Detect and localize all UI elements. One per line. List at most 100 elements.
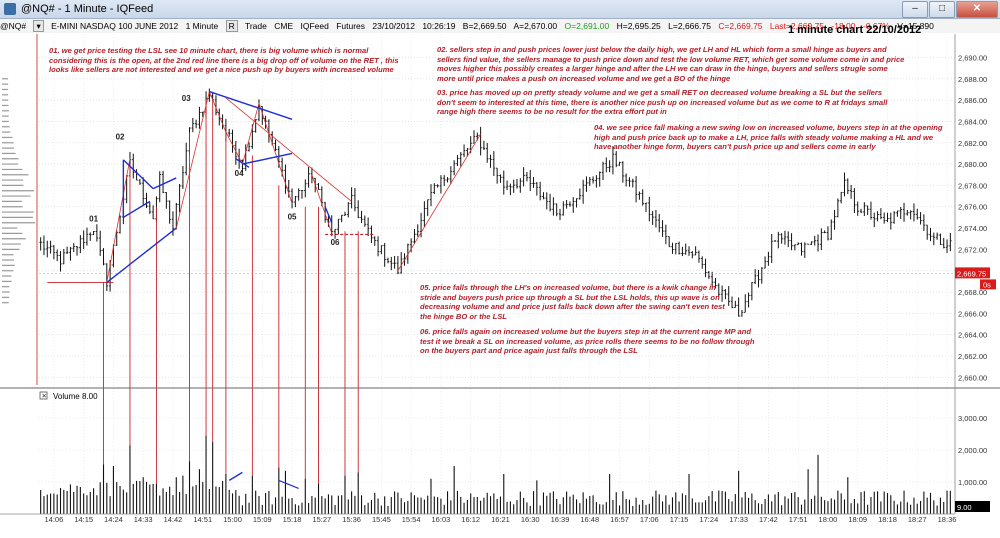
price-tick-label: 2,684.00 [958,117,987,126]
price-tick-label: 2,672.00 [958,245,987,254]
time-tick-label: 15:45 [372,515,391,524]
annotation-03: 03. price has moved up on pretty steady … [437,88,888,117]
countdown-box [980,279,996,290]
swing-label: 04 [235,169,244,178]
price-tick-label: 2,660.00 [958,373,987,382]
trend-line-blue [106,227,177,283]
bid-label: B=2,669.50 [462,21,507,31]
close-button[interactable]: ✕ [956,1,998,18]
annotation-05: 05. price falls through the LH's on incr… [420,283,725,321]
symbol-description: E-MINI NASDAQ 100 JUNE 2012 [51,21,179,31]
change-label: -18.00 [831,21,856,31]
trend-line-blue [228,471,243,481]
time-tick-label: 15:27 [312,515,331,524]
time-tick-label: 14:42 [164,515,183,524]
symbol-dropdown-icon[interactable]: ▾ [33,20,44,32]
time-tick-label: 18:09 [848,515,867,524]
time-tick-label: 17:06 [640,515,659,524]
time-tick-label: 17:24 [699,515,718,524]
time-tick-label: 14:33 [134,515,153,524]
drawing-tools [47,90,481,489]
trend-line-red [225,131,243,165]
ask-label: A=2,670.00 [513,21,558,31]
time-tick-label: 15:18 [283,515,302,524]
volume-legend: Volume [53,392,80,401]
price-bars [2,78,952,317]
trend-line-red [258,103,293,204]
interval-label[interactable]: 1 Minute [185,21,219,31]
time-tick-label: 17:51 [789,515,808,524]
swing-label: 03 [182,94,191,103]
swing-label: 06 [331,238,340,247]
mode-button[interactable]: R [225,20,238,32]
window-title: @NQ# - 1 Minute - IQFeed [21,3,154,15]
time-tick-label: 16:21 [491,515,510,524]
trend-line-blue [324,206,333,223]
time-tick-label: 17:42 [759,515,778,524]
trend-line-blue [235,158,250,168]
last-price-label: 2,669.75 [957,269,986,278]
time-tick-label: 18:27 [908,515,927,524]
price-tick-label: 2,676.00 [958,203,987,212]
time-tick-label: 15:54 [402,515,421,524]
volume-tick-label: 3,000.00 [958,414,987,423]
trend-line-blue [122,159,154,190]
trend-line-red [225,97,352,202]
annotation-04: 04. we see price fall making a new swing… [594,123,943,152]
trend-line-blue [152,177,177,190]
minimize-button[interactable]: – [902,1,928,18]
trend-line-red [208,91,227,133]
feed-label: IQFeed [300,21,329,31]
volume-tick-label: 1,000.00 [958,478,987,487]
trend-line-blue [242,152,293,165]
volume-pane-close-icon-glyph: ✕ [42,393,47,400]
volume-label: V=15,890 [897,21,934,31]
volume-bars [40,435,951,514]
window-titlebar: @NQ# - 1 Minute - IQFeed – □ ✕ [0,0,1000,19]
time-label: 10:26:19 [422,21,456,31]
trend-line-red [175,91,210,229]
price-tick-label: 2,674.00 [958,224,987,233]
volume-last-label: 9.00 [957,503,972,512]
time-tick-label: 16:48 [580,515,599,524]
symbol-label[interactable]: @NQ# [0,21,27,31]
annotation-06: 06. price falls again on increased volum… [420,327,755,356]
grid [39,34,955,514]
trade-label: Trade [244,21,267,31]
axes: 2,660.00 2,662.00 2,664.00 2,666.00 2,668.00… [0,34,1000,524]
price-tick-label: 2,662.00 [958,352,987,361]
time-tick-label: 16:57 [610,515,629,524]
trend-line-red [311,174,333,234]
price-tick-label: 2,688.00 [958,75,987,84]
maximize-button[interactable]: □ [929,1,955,18]
last-label: Last=2,669.75 [769,21,825,31]
time-tick-label: 17:33 [729,515,748,524]
annotation-01: 01. we get price testing the LSL see 10 … [49,46,399,75]
type-label: Futures [336,21,366,31]
time-tick-label: 16:03 [432,515,451,524]
time-tick-label: 16:30 [521,515,540,524]
price-tick-label: 2,690.00 [958,53,987,62]
time-tick-label: 16:12 [461,515,480,524]
time-tick-label: 18:18 [878,515,897,524]
open-label: O=2,691.00 [564,21,610,31]
volume-pane-close-icon [39,391,48,400]
swing-labels: 01 02 03 04 05 06 [89,94,340,247]
app-icon [4,3,16,15]
time-tick-label: 14:06 [44,515,63,524]
price-tick-label: 2,668.00 [958,288,987,297]
countdown-label: 0s [983,280,991,289]
time-tick-label: 18:00 [819,515,838,524]
time-tick-label: 14:24 [104,515,123,524]
volume-last-box [955,501,990,512]
swing-label: 05 [288,213,297,222]
volume-trend-line-blue [278,479,299,489]
time-tick-label: 15:09 [253,515,272,524]
trend-line-red [106,158,131,283]
price-tick-label: 2,680.00 [958,160,987,169]
trend-line-red [242,103,260,165]
swing-label: 02 [116,133,125,142]
volume-current-value: 8.00 [82,392,98,401]
time-tick-label: 14:51 [193,515,212,524]
